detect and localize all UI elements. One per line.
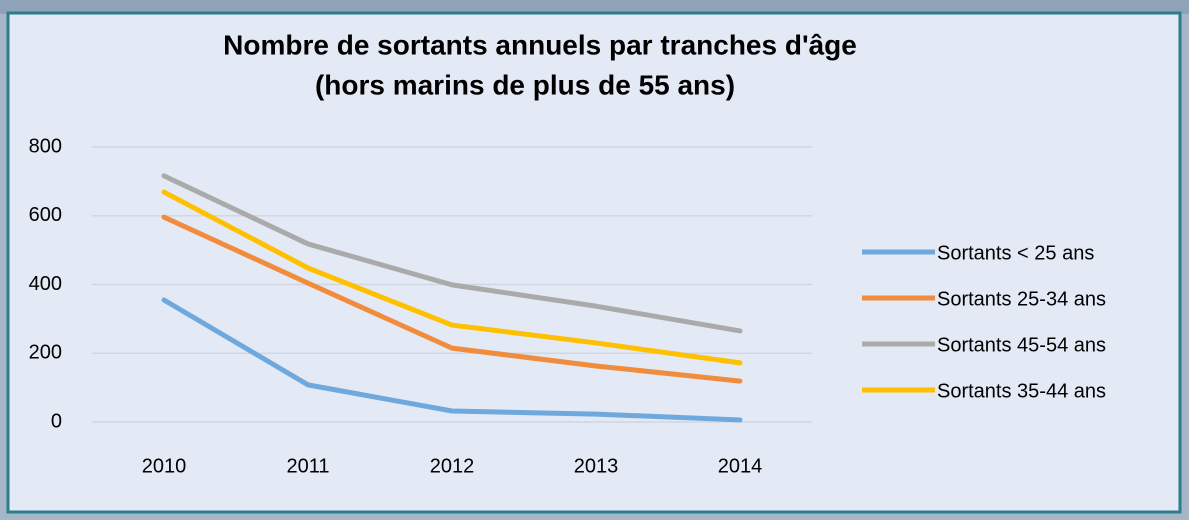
chart-subtitle: (hors marins de plus de 55 ans): [315, 69, 735, 100]
legend-label: Sortants < 25 ans: [937, 242, 1094, 264]
legend-label: Sortants 45-54 ans: [937, 334, 1106, 356]
y-tick-label: 800: [29, 135, 62, 157]
legend-label: Sortants 25-34 ans: [937, 288, 1106, 310]
y-tick-label: 200: [29, 342, 62, 364]
x-tick-label: 2012: [430, 455, 475, 477]
x-tick-label: 2013: [574, 455, 619, 477]
legend-label: Sortants 35-44 ans: [937, 380, 1106, 402]
x-tick-label: 2011: [286, 455, 329, 477]
x-tick-label: 2010: [142, 455, 187, 477]
panel: [6, 11, 1182, 514]
y-tick-label: 0: [51, 410, 62, 432]
series-line: [161, 214, 743, 384]
series-line: [161, 189, 743, 366]
top-bar: [0, 0, 1189, 14]
series-line: [161, 173, 743, 334]
y-tick-label: 600: [29, 204, 62, 226]
chart-title: Nombre de sortants annuels par tranches …: [223, 29, 857, 60]
y-tick-label: 400: [29, 273, 62, 295]
series-line: [161, 297, 743, 423]
x-tick-label: 2014: [718, 455, 763, 477]
